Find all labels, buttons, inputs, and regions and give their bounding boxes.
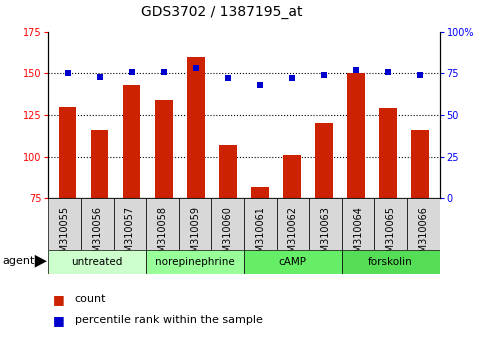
Bar [146,198,179,250]
Text: GSM310065: GSM310065 [385,206,396,265]
Point [96,74,103,80]
Text: ■: ■ [53,293,65,306]
Point [352,67,360,73]
Text: GSM310062: GSM310062 [288,206,298,265]
Bar [155,100,172,323]
Bar [315,124,333,323]
Bar [146,250,244,274]
Text: GSM310063: GSM310063 [320,206,330,265]
Text: agent: agent [2,256,35,266]
Bar [244,250,342,274]
Text: GSM310057: GSM310057 [125,206,135,265]
Text: GSM310058: GSM310058 [157,206,168,265]
Polygon shape [35,255,47,268]
Text: untreated: untreated [71,257,123,267]
Bar [342,198,374,250]
Text: norepinephrine: norepinephrine [155,257,235,267]
Bar [114,198,146,250]
Text: percentile rank within the sample: percentile rank within the sample [75,315,263,325]
Text: GSM310064: GSM310064 [353,206,363,265]
Text: GSM310061: GSM310061 [255,206,265,265]
Point [416,72,424,78]
Bar [276,198,309,250]
Text: GSM310055: GSM310055 [59,206,70,265]
Text: count: count [75,294,106,304]
Bar [219,145,237,323]
Bar [342,250,440,274]
Point [128,69,136,75]
Bar [91,130,108,323]
Bar [412,130,429,323]
Bar [374,198,407,250]
Point [192,65,199,71]
Text: GSM310066: GSM310066 [418,206,428,265]
Text: ■: ■ [53,314,65,327]
Point [288,76,296,81]
Point [224,76,232,81]
Bar [283,155,301,323]
Bar [187,57,205,323]
Text: GSM310056: GSM310056 [92,206,102,265]
Bar [407,198,440,250]
Text: GDS3702 / 1387195_at: GDS3702 / 1387195_at [142,5,303,19]
Point [160,69,168,75]
Bar [48,250,146,274]
Text: forskolin: forskolin [368,257,413,267]
Bar [380,108,397,323]
Text: GSM310059: GSM310059 [190,206,200,265]
Point [256,82,264,88]
Bar [59,107,76,323]
Bar [309,198,342,250]
Bar [251,187,269,323]
Bar [347,74,365,323]
Bar [81,198,114,250]
Text: GSM310060: GSM310060 [223,206,233,265]
Point [320,72,328,78]
Bar [212,198,244,250]
Text: cAMP: cAMP [279,257,307,267]
Point [384,69,392,75]
Bar [179,198,212,250]
Bar [48,198,81,250]
Point [64,71,71,76]
Bar [244,198,277,250]
Bar [123,85,141,323]
